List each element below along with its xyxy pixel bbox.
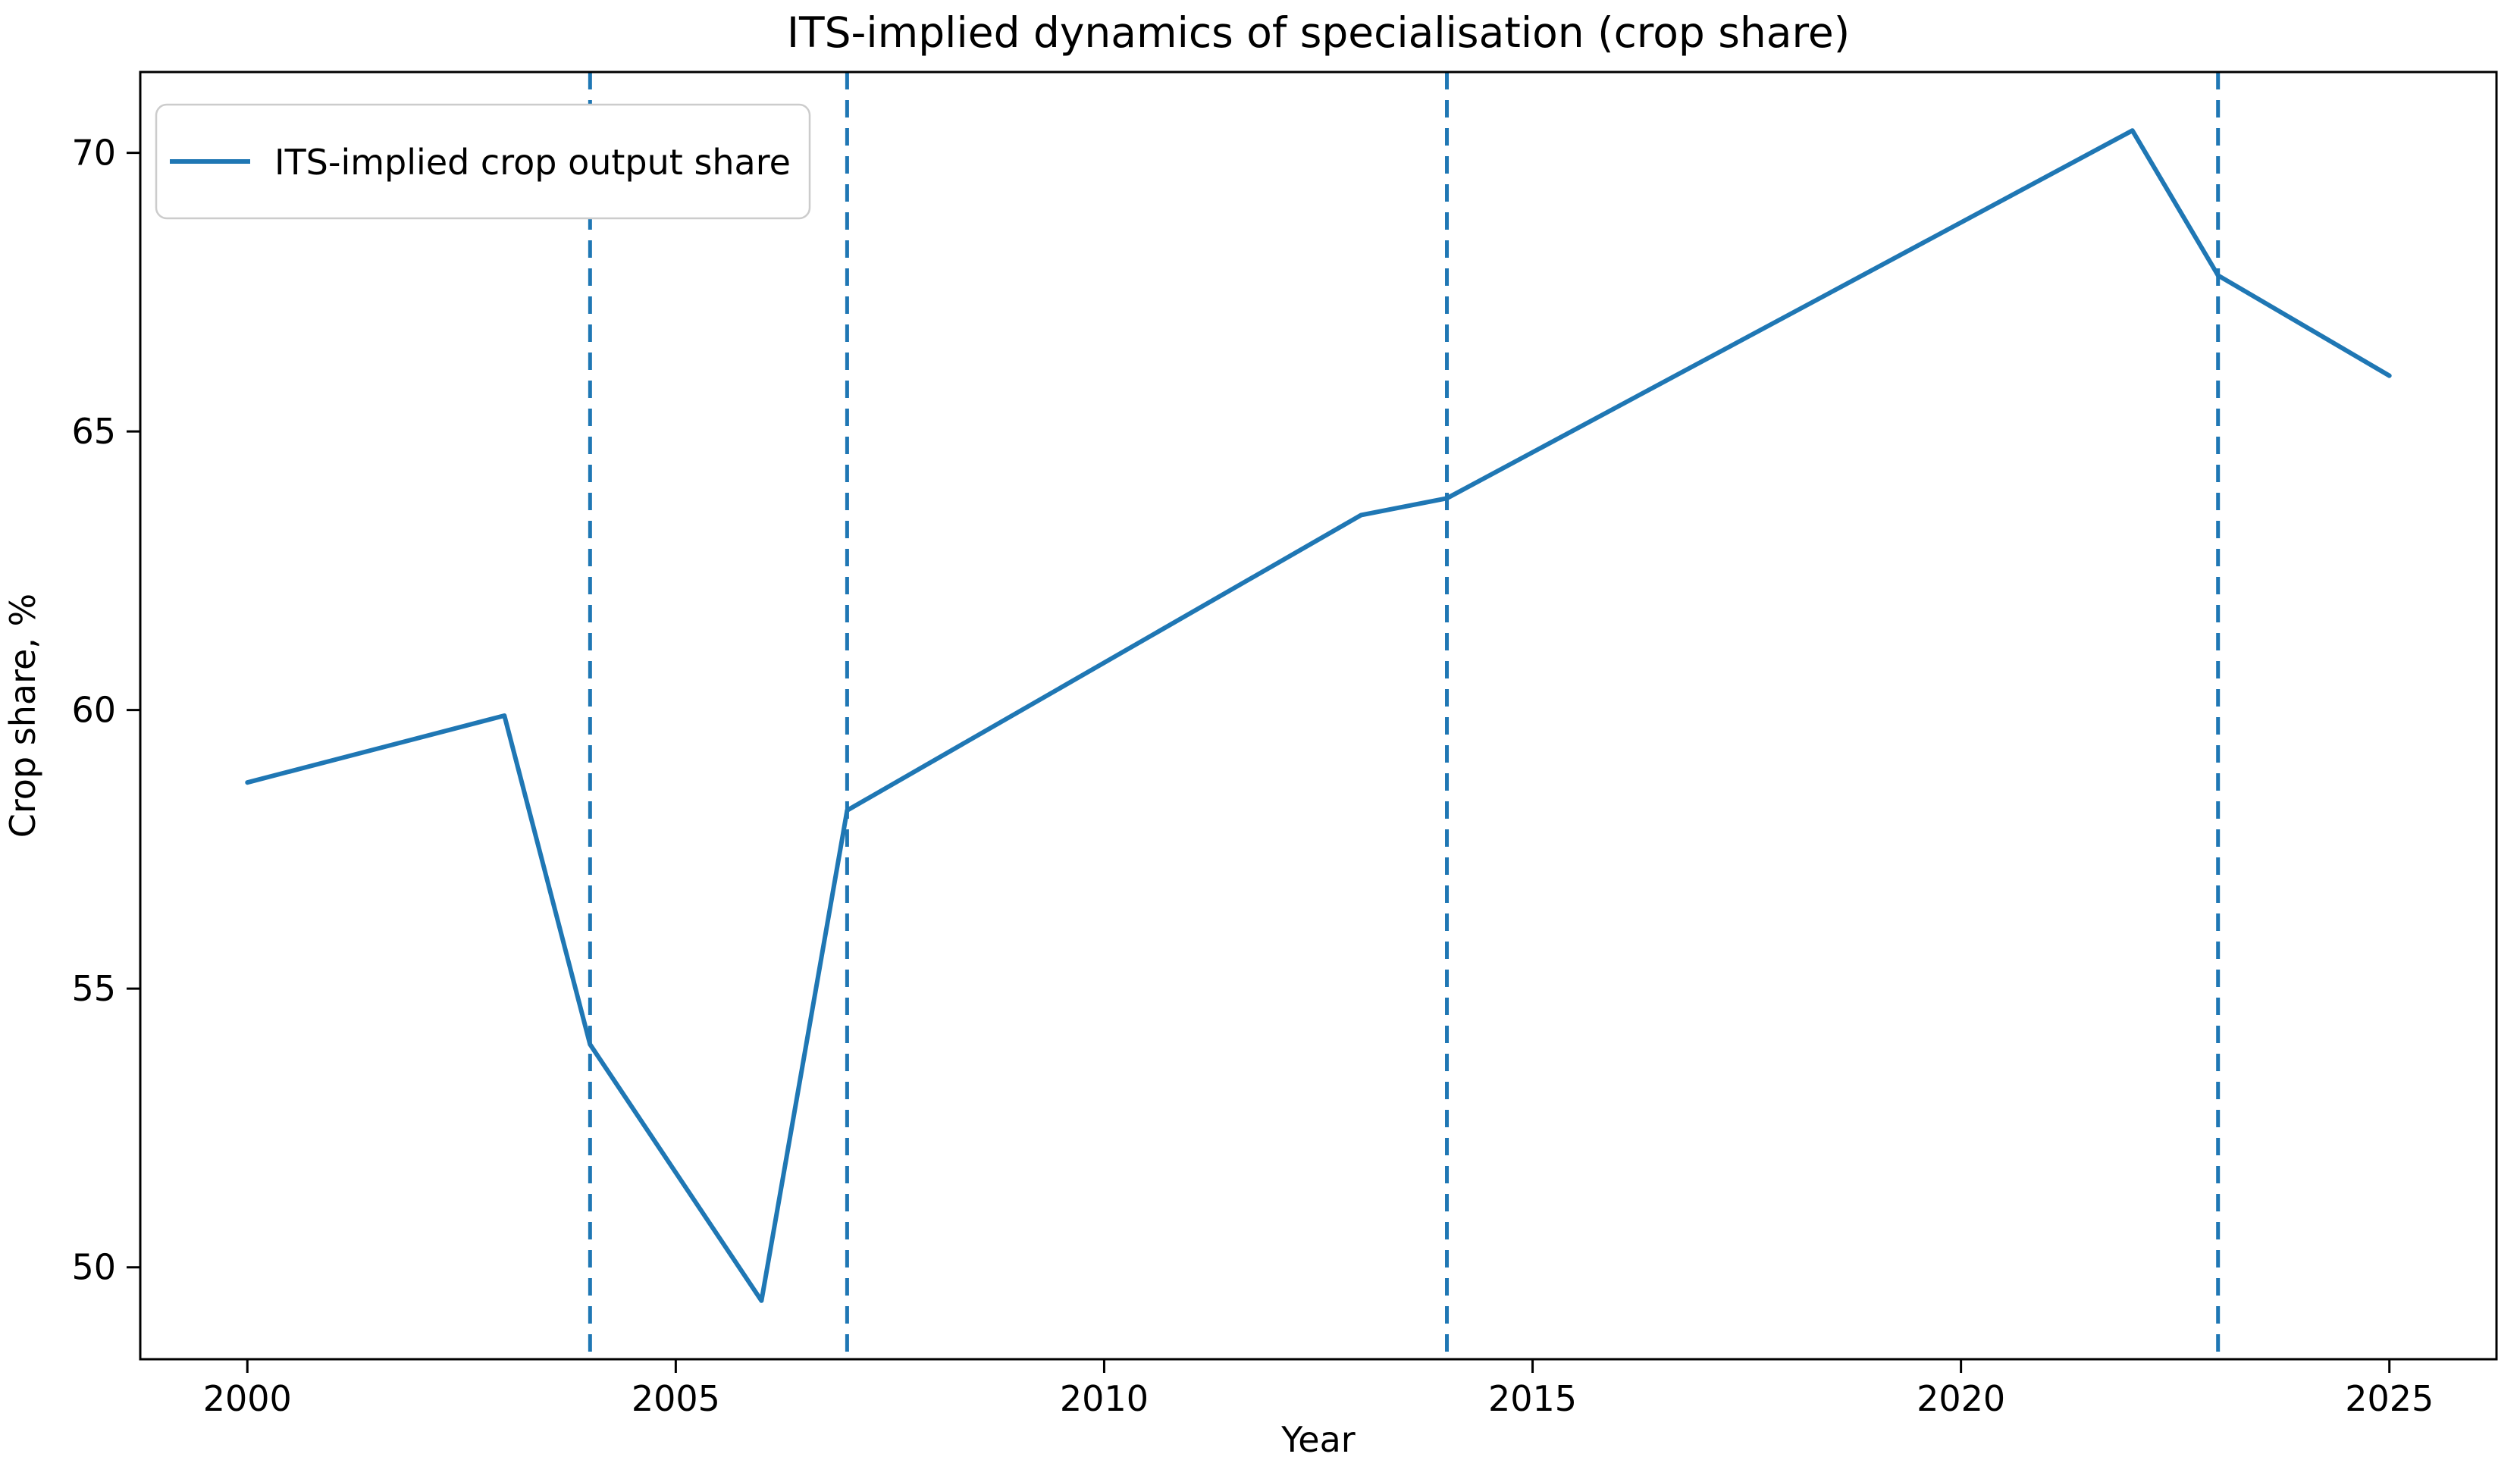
y-axis-label: Crop share, %: [2, 594, 43, 838]
legend: ITS-implied crop output share: [155, 103, 811, 220]
x-tick-label: 2000: [203, 1378, 292, 1419]
y-tick-label: 50: [71, 1247, 116, 1288]
y-tick-label: 55: [71, 968, 116, 1009]
plot-area: 2000 2005 2010 2015 2020 2025 50 55 60 65 70: [71, 71, 2498, 1419]
y-tick-label: 60: [71, 690, 116, 731]
x-tick-label: 2010: [1060, 1378, 1149, 1419]
legend-entry-label: ITS-implied crop output share: [274, 142, 791, 183]
y-tick-label: 65: [71, 411, 116, 452]
x-tick-label: 2020: [1917, 1378, 2005, 1419]
plot-border: [139, 71, 2498, 1361]
legend-frame: [155, 103, 811, 220]
x-tick-label: 2015: [1488, 1378, 1577, 1419]
x-tick-label: 2025: [2345, 1378, 2434, 1419]
x-axis-label: Year: [1280, 1419, 1355, 1460]
x-tick-label: 2005: [632, 1378, 720, 1419]
chart-title: ITS-implied dynamics of specialisation (…: [787, 8, 1850, 57]
series-line: [245, 128, 2392, 1303]
y-tick-label: 70: [71, 133, 116, 174]
